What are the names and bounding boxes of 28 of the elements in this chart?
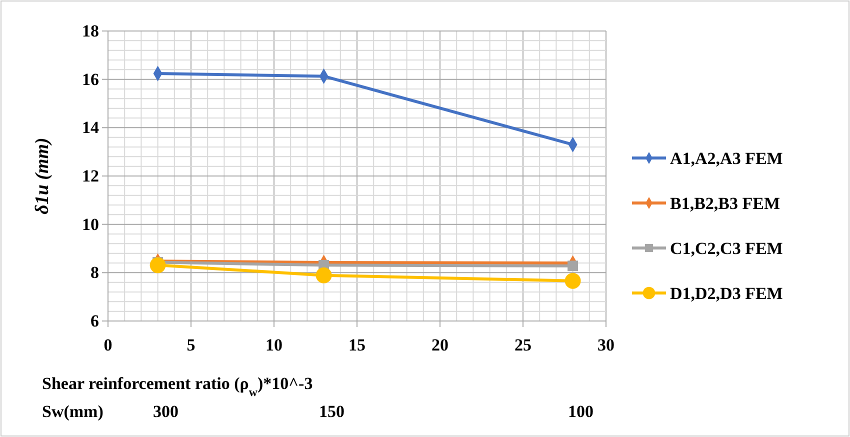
y-axis-title: δ1u (mm): [32, 138, 53, 214]
y-tick-label: 16: [82, 70, 99, 89]
x-tick-label: 5: [186, 335, 196, 354]
legend-label: C1,C2,C3 FEM: [670, 238, 783, 258]
text: 100: [568, 402, 594, 421]
point: [316, 267, 332, 284]
y-tick-label: 6: [90, 311, 99, 330]
legend-label: A1,A2,A3 FEM: [670, 148, 783, 168]
x-tick-label: 20: [432, 335, 448, 354]
point: [568, 260, 578, 272]
text: 150: [319, 402, 345, 421]
y-tick-label: 8: [90, 263, 99, 282]
x-axis-title: Shear reinforcement ratio (ρ$_{w}$)*10^-3: [42, 374, 313, 399]
point: [150, 257, 166, 274]
point: [564, 272, 581, 289]
y-tick-label: 12: [82, 166, 99, 186]
text: Sw(mm): [42, 402, 104, 421]
y-tick-label: 14: [82, 118, 100, 138]
x-tick-label: 0: [104, 335, 112, 354]
legend-label: D1,D2,D3 FEM: [670, 284, 783, 303]
y-tick-label: 10: [82, 214, 99, 234]
x-tick-label: 30: [598, 335, 614, 354]
x-tick-label: 15: [348, 335, 366, 354]
legend-label: B1,B2,B3 FEM: [670, 194, 780, 213]
x-tick-label: 25: [514, 335, 532, 354]
y-tick-label: 18: [82, 21, 99, 40]
text: 300: [153, 402, 179, 421]
x-tick-label: 10: [266, 335, 282, 354]
